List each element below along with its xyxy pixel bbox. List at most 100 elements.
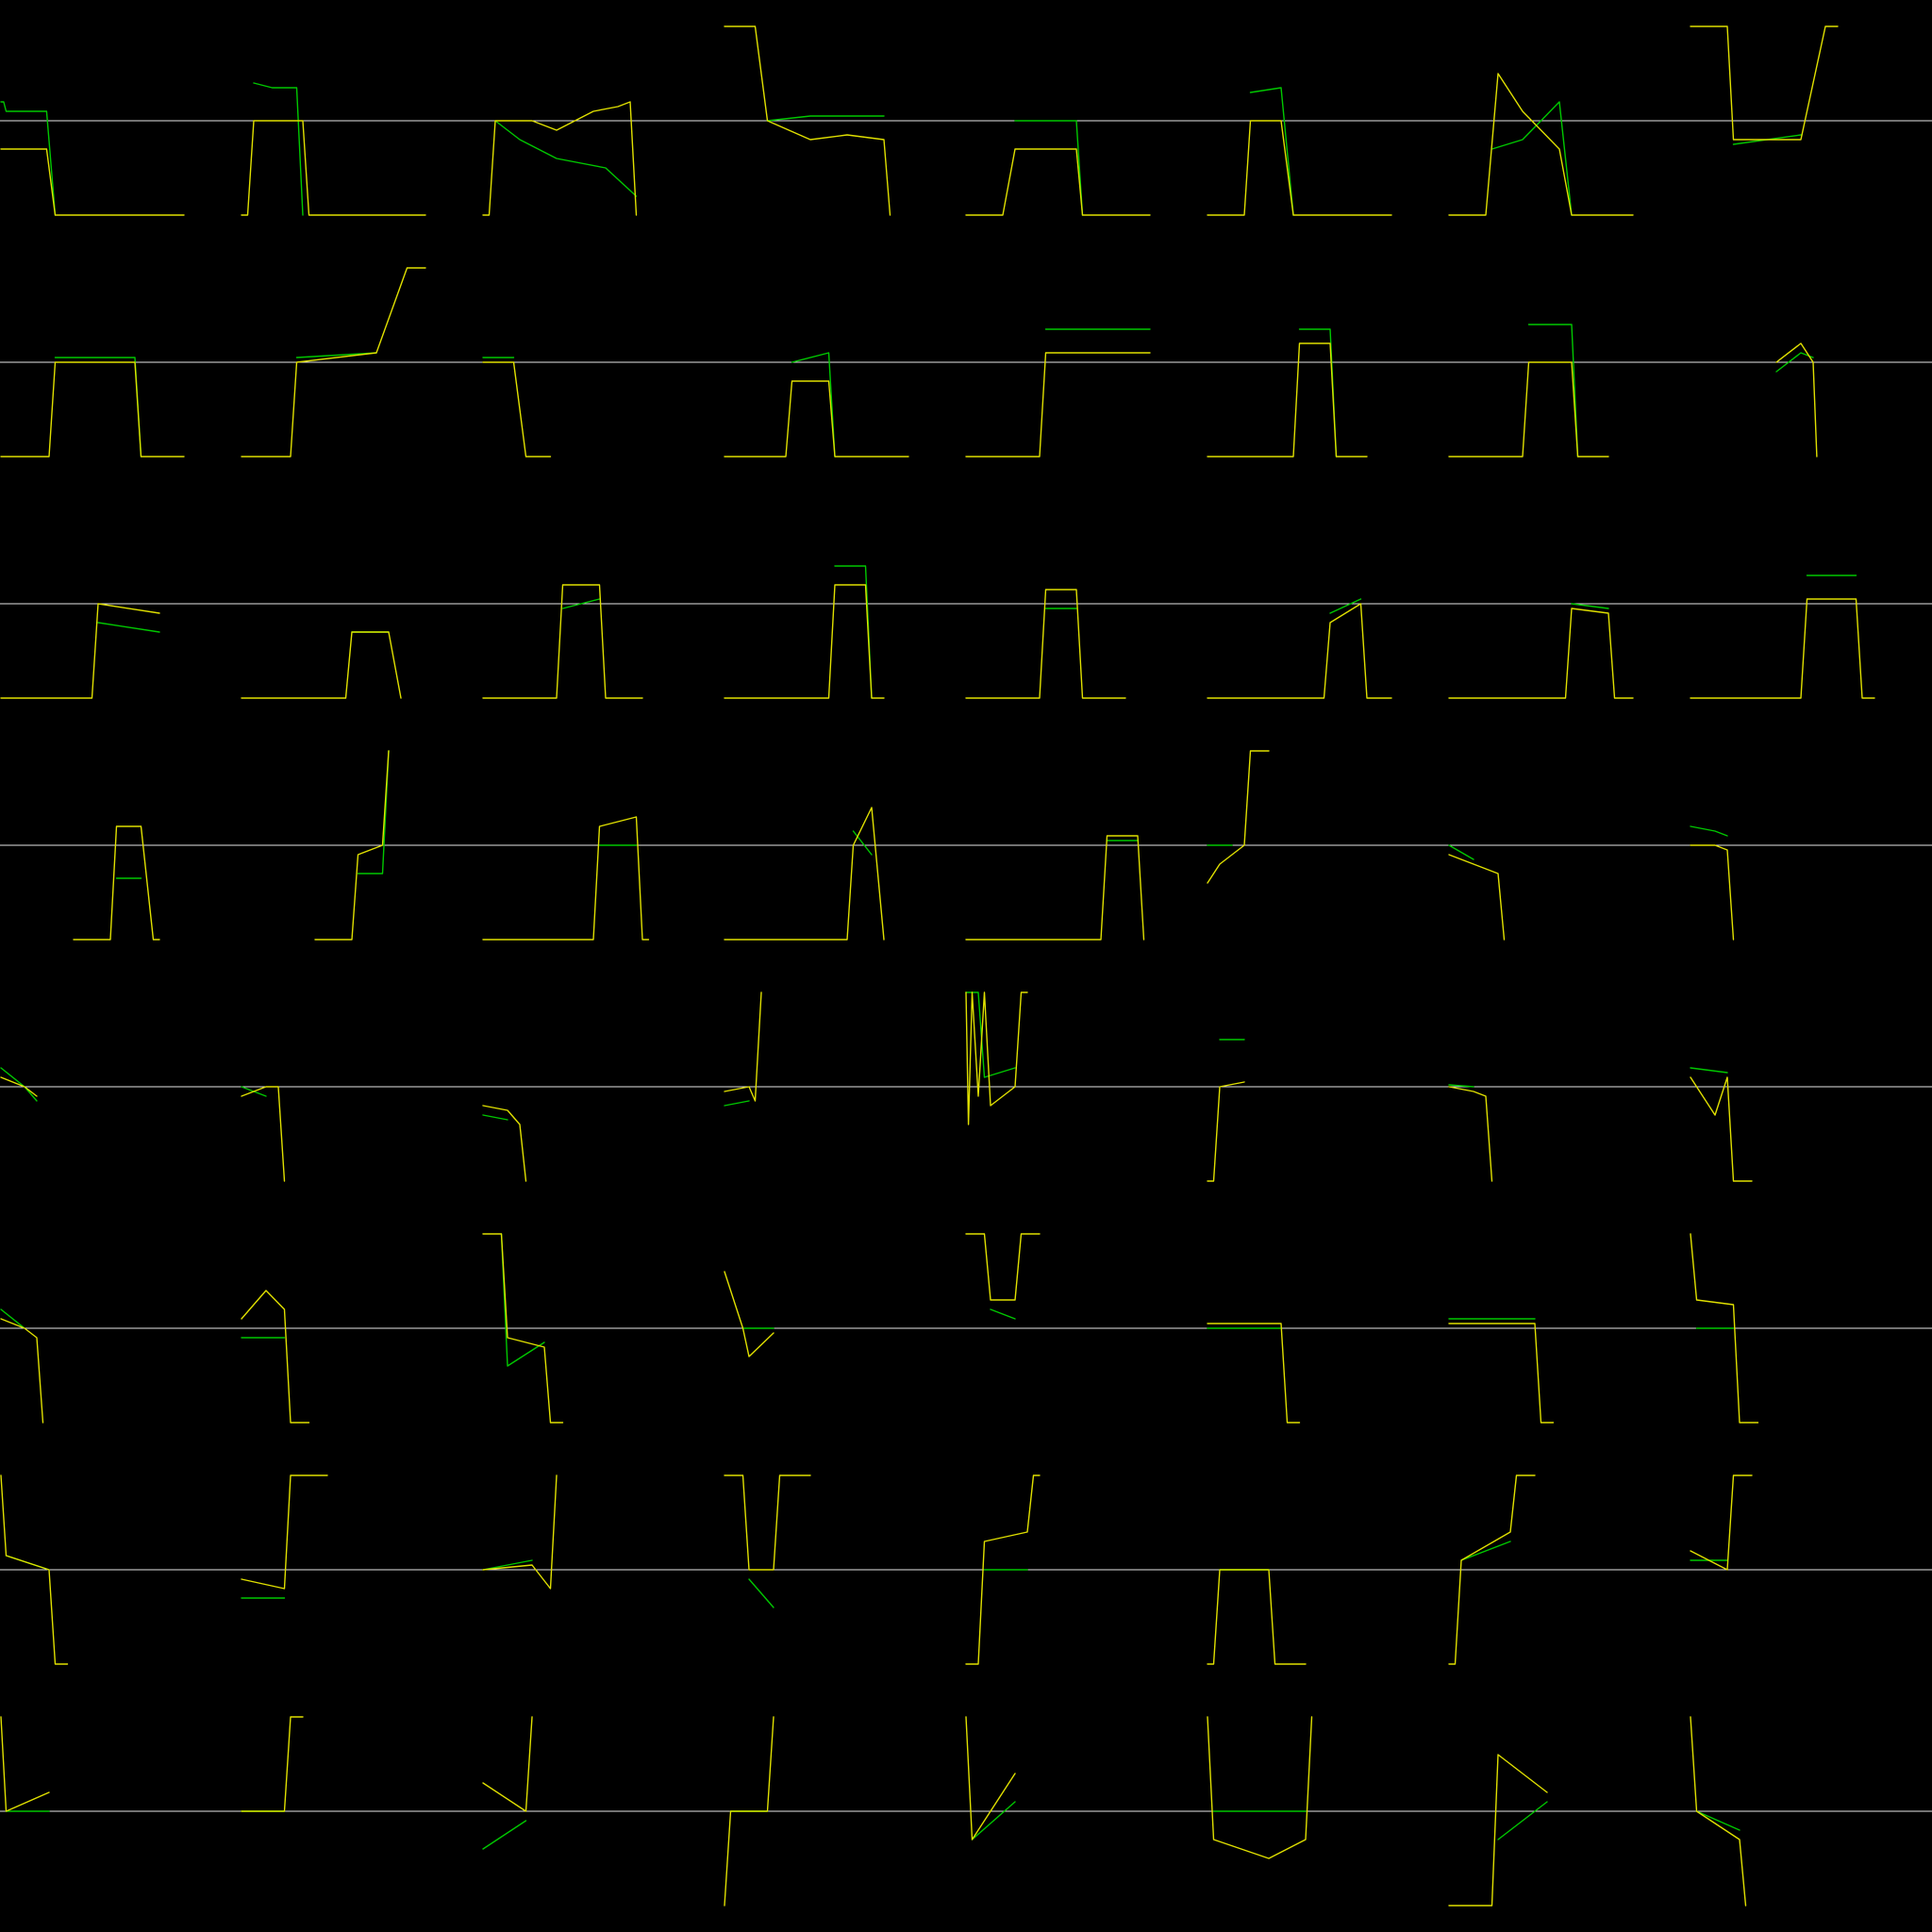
trace-yellow-r5c4 bbox=[724, 991, 762, 1102]
trace-yellow-r1c3 bbox=[482, 101, 638, 216]
panel-r8c7 bbox=[1448, 1754, 1548, 1907]
panel-r4c8 bbox=[1690, 825, 1735, 941]
trace-yellow-r4c2 bbox=[314, 750, 390, 941]
panel-r2c7 bbox=[1448, 324, 1609, 458]
trace-yellow-r2c1 bbox=[0, 361, 185, 458]
trace-yellow-r2c5 bbox=[965, 352, 1151, 458]
panel-r4c3 bbox=[482, 816, 650, 941]
trace-yellow-r7c3 bbox=[482, 1474, 558, 1590]
panel-r6c2 bbox=[241, 1290, 310, 1424]
trace-group bbox=[0, 25, 1875, 1907]
trace-green-r8c7 bbox=[1497, 1801, 1548, 1840]
trace-yellow-r5c5 bbox=[965, 991, 1028, 1125]
trace-yellow-r1c2 bbox=[241, 120, 426, 216]
panel-r1c2 bbox=[241, 82, 426, 216]
trace-yellow-r8c8 bbox=[1690, 1716, 1747, 1907]
panel-r6c4 bbox=[724, 1271, 774, 1357]
panel-r4c5 bbox=[965, 835, 1145, 941]
trace-green-r5c4 bbox=[724, 1100, 750, 1107]
trace-green-r1c2 bbox=[253, 82, 304, 216]
panel-r3c5 bbox=[965, 589, 1126, 699]
panel-r3c1 bbox=[0, 603, 160, 699]
trace-yellow-r3c5 bbox=[965, 589, 1126, 699]
trace-yellow-r6c4 bbox=[724, 1271, 774, 1357]
trace-yellow-r3c8 bbox=[1690, 598, 1875, 699]
panel-r4c2 bbox=[314, 750, 390, 941]
panel-r1c1 bbox=[0, 101, 185, 216]
panel-r2c4 bbox=[724, 352, 909, 458]
trace-green-r2c7 bbox=[1527, 324, 1579, 458]
panel-r6c5 bbox=[965, 1233, 1041, 1320]
panel-r8c1 bbox=[0, 1716, 50, 1812]
trace-yellow-r6c1 bbox=[0, 1318, 44, 1424]
trace-yellow-r8c1 bbox=[0, 1716, 50, 1812]
trace-green-r6c1 bbox=[0, 1308, 25, 1329]
trace-yellow-r3c7 bbox=[1448, 608, 1634, 699]
trace-yellow-r1c1 bbox=[0, 148, 185, 216]
trace-yellow-r3c3 bbox=[482, 584, 643, 699]
panel-r5c6 bbox=[1207, 1039, 1245, 1182]
trace-yellow-r1c6 bbox=[1207, 120, 1392, 216]
panel-r4c1 bbox=[73, 825, 160, 941]
trace-yellow-r2c6 bbox=[1207, 342, 1368, 458]
trace-green-r1c3 bbox=[494, 120, 638, 197]
trace-green-r3c3 bbox=[561, 598, 601, 609]
trace-green-r5c7 bbox=[1448, 1084, 1474, 1088]
trace-yellow-r5c8 bbox=[1690, 1076, 1753, 1182]
trace-yellow-r2c2 bbox=[241, 267, 426, 458]
trace-yellow-r2c3 bbox=[482, 361, 552, 458]
trace-yellow-r7c5 bbox=[965, 1474, 1041, 1665]
panel-r5c2 bbox=[241, 1086, 286, 1182]
panel-r4c4 bbox=[724, 807, 885, 941]
panel-r2c3 bbox=[482, 357, 552, 458]
panel-r7c3 bbox=[482, 1474, 558, 1590]
baseline-group bbox=[0, 120, 1932, 1812]
trace-yellow-r3c1 bbox=[0, 603, 160, 699]
trace-green-r5c8 bbox=[1690, 1067, 1728, 1074]
panel-r8c2 bbox=[241, 1716, 304, 1812]
trace-yellow-r1c8 bbox=[1690, 25, 1839, 141]
trace-yellow-r8c3 bbox=[482, 1716, 533, 1812]
panel-r7c1 bbox=[0, 1474, 69, 1665]
panel-r1c7 bbox=[1448, 73, 1634, 216]
trace-green-r5c3 bbox=[482, 1114, 508, 1121]
panel-r6c6 bbox=[1207, 1323, 1301, 1424]
panel-r5c8 bbox=[1690, 1067, 1753, 1182]
trace-green-r7c3 bbox=[482, 1559, 533, 1571]
panel-r7c8 bbox=[1690, 1474, 1753, 1571]
panel-r3c3 bbox=[482, 584, 643, 699]
trace-yellow-r2c7 bbox=[1448, 361, 1609, 458]
panel-r5c4 bbox=[724, 991, 762, 1107]
trace-yellow-r6c3 bbox=[482, 1233, 564, 1424]
trace-yellow-r7c2 bbox=[241, 1474, 328, 1590]
trace-yellow-r2c8 bbox=[1775, 342, 1818, 458]
trace-yellow-r3c6 bbox=[1207, 603, 1392, 699]
panel-r5c1 bbox=[0, 1067, 38, 1102]
panel-r5c7 bbox=[1448, 1084, 1493, 1182]
trace-green-r8c5 bbox=[971, 1801, 1016, 1840]
panel-r3c2 bbox=[241, 631, 402, 699]
trace-yellow-r5c7 bbox=[1448, 1086, 1493, 1182]
trace-yellow-r4c4 bbox=[724, 807, 885, 941]
trace-yellow-r3c2 bbox=[241, 631, 402, 699]
panel-r5c5 bbox=[965, 991, 1028, 1125]
panel-r2c5 bbox=[965, 328, 1151, 458]
panel-r4c7 bbox=[1448, 844, 1506, 941]
panel-r3c4 bbox=[724, 565, 885, 699]
trace-yellow-r4c6 bbox=[1207, 750, 1270, 884]
panel-r2c2 bbox=[241, 267, 426, 458]
panel-r7c4 bbox=[724, 1474, 811, 1608]
panel-r7c6 bbox=[1207, 1569, 1307, 1665]
trace-yellow-r1c5 bbox=[965, 148, 1151, 216]
trace-green-r2c4 bbox=[791, 352, 836, 458]
panel-r1c3 bbox=[482, 101, 638, 216]
trace-yellow-r6c6 bbox=[1207, 1323, 1301, 1424]
trace-yellow-r5c2 bbox=[241, 1086, 286, 1182]
trace-green-r7c7 bbox=[1460, 1541, 1511, 1561]
trace-yellow-r6c7 bbox=[1448, 1323, 1555, 1424]
trace-yellow-r1c4 bbox=[724, 25, 891, 216]
trace-green-r3c1 bbox=[97, 622, 160, 633]
trace-yellow-r4c5 bbox=[965, 835, 1145, 941]
panel-r2c1 bbox=[0, 357, 185, 458]
trace-yellow-r7c8 bbox=[1690, 1474, 1753, 1571]
